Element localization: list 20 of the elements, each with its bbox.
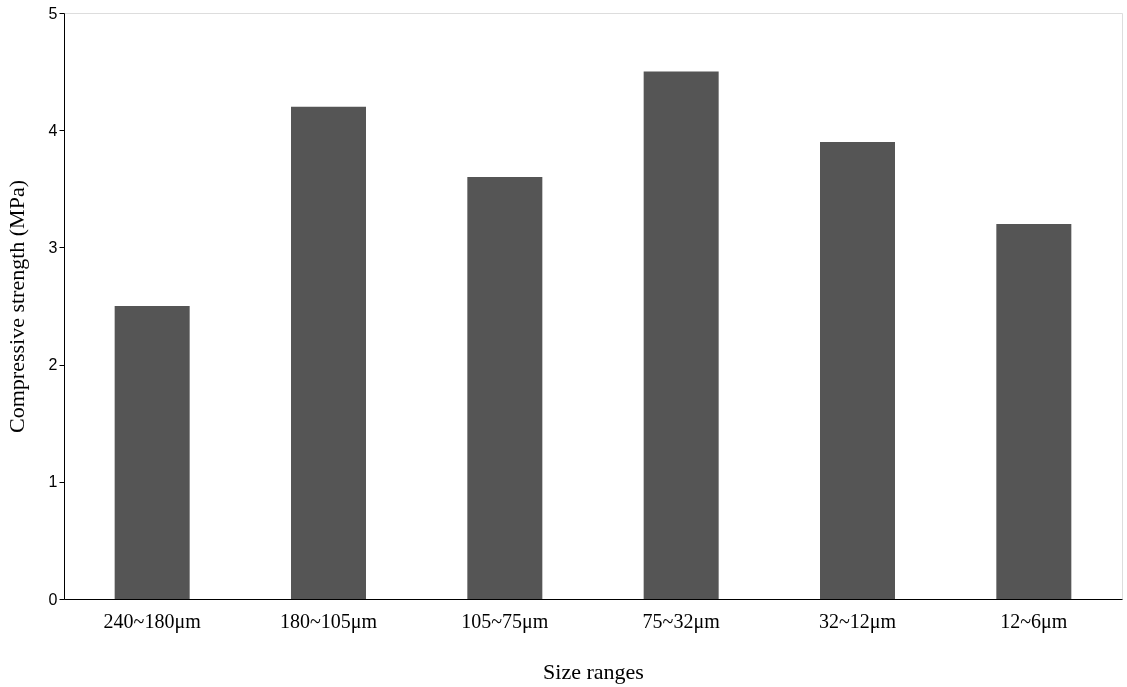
bar xyxy=(643,71,719,599)
bar xyxy=(467,177,543,599)
bar xyxy=(114,306,190,599)
y-tick-label: 4 xyxy=(48,121,58,139)
y-tick-label: 5 xyxy=(48,4,58,22)
x-tick-label: 180~105μm xyxy=(279,609,378,633)
bar xyxy=(820,141,895,599)
bar xyxy=(996,223,1072,599)
y-tick-label: 2 xyxy=(48,356,58,374)
x-axis-title: Size ranges xyxy=(543,658,644,684)
x-tick-label: 105~75μm xyxy=(461,609,549,633)
bar xyxy=(291,106,366,599)
x-tick-label: 75~32μm xyxy=(642,609,721,633)
x-tick-label: 12~6μm xyxy=(1000,609,1068,633)
y-tick-label: 3 xyxy=(48,238,58,256)
y-tick-label: 0 xyxy=(48,590,58,608)
x-tick-label: 32~12μm xyxy=(818,609,897,633)
y-tick-label: 1 xyxy=(48,473,58,491)
x-tick-label: 240~180μm xyxy=(103,609,202,633)
y-axis-title: Compressive strength (MPa) xyxy=(3,180,29,433)
